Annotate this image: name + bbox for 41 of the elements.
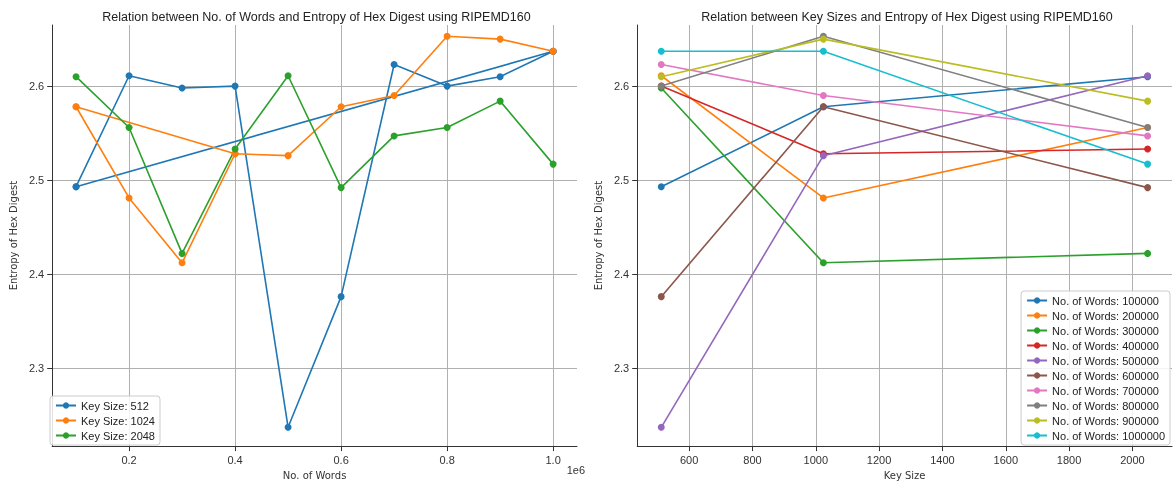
- legend-label: No. of Words: 1000000: [1052, 429, 1165, 442]
- y-tick-label: 2.3: [613, 362, 630, 375]
- y-tick-label: 2.5: [613, 174, 630, 187]
- y-tick-label: 2.4: [28, 268, 45, 281]
- legend-label: No. of Words: 300000: [1052, 324, 1159, 337]
- legend-label: No. of Words: 400000: [1052, 339, 1159, 352]
- y-axis-title: Entropy of Hex Digest: [592, 180, 604, 291]
- legend-label: Key Size: 1024: [81, 414, 155, 427]
- legend-label: Key Size: 512: [81, 399, 149, 412]
- legend-label: No. of Words: 900000: [1052, 414, 1159, 427]
- x-tick-label: 1800: [1056, 453, 1082, 466]
- x-tick-label: 1.0: [545, 453, 561, 466]
- x-tick-label: 800: [743, 453, 762, 466]
- legend-label: No. of Words: 100000: [1052, 294, 1159, 307]
- chart-title: Relation between Key Sizes and Entropy of Hex Digest using RIPEMD160: [701, 9, 1113, 24]
- legend-label: No. of Words: 200000: [1052, 309, 1159, 322]
- x-tick-label: 1600: [993, 453, 1019, 466]
- legend-label: No. of Words: 700000: [1052, 384, 1159, 397]
- text: 1e6: [566, 463, 586, 476]
- legend-label: Key Size: 2048: [81, 429, 155, 442]
- x-tick-label: 0.6: [333, 453, 349, 466]
- x-axis-title: No. of Words: [282, 469, 347, 481]
- x-tick-label: 1200: [866, 453, 892, 466]
- x-tick-label: 0.4: [227, 453, 243, 466]
- x-tick-label: 1000: [803, 453, 829, 466]
- legend-label: No. of Words: 600000: [1052, 369, 1159, 382]
- x-tick-label: 0.2: [121, 453, 137, 466]
- y-tick-label: 2.4: [613, 268, 630, 281]
- x-tick-label: 1400: [930, 453, 955, 466]
- y-tick-label: 2.6: [613, 80, 630, 93]
- x-tick-label: 2000: [1120, 453, 1145, 466]
- legend-label: No. of Words: 800000: [1052, 399, 1159, 412]
- y-tick-label: 2.3: [28, 362, 45, 375]
- chart-title: Relation between No. of Words and Entropy of Hex Digest using RIPEMD160: [102, 9, 531, 24]
- x-axis-title: Key Size: [883, 469, 926, 481]
- y-axis-title: Entropy of Hex Digest: [7, 180, 19, 291]
- x-tick-label: 600: [679, 453, 699, 466]
- x-tick-label: 0.8: [439, 453, 455, 466]
- y-tick-label: 2.6: [28, 80, 45, 93]
- legend-label: No. of Words: 500000: [1052, 354, 1159, 367]
- y-tick-label: 2.5: [28, 174, 45, 187]
